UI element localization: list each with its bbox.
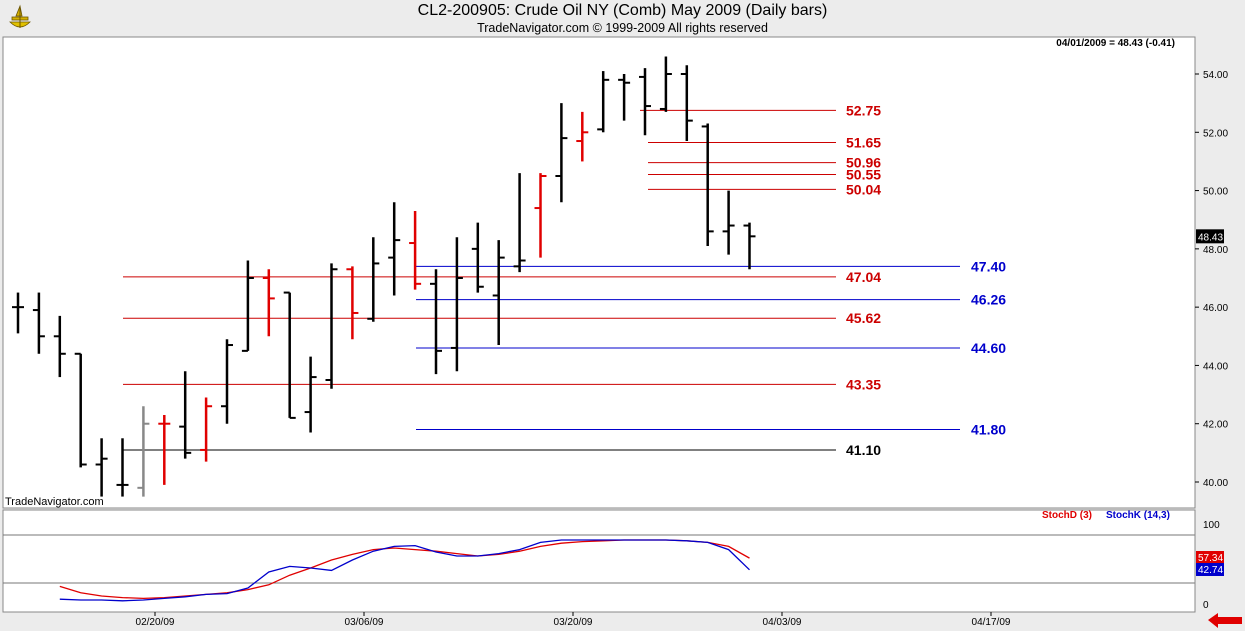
time-axis[interactable]: 02/20/09 03/06/09 03/20/09 04/03/09 04/17/09: [136, 612, 1011, 628]
level-label: 41.80: [971, 422, 1006, 438]
level-label: 51.65: [846, 134, 881, 150]
price-tick-label: 46.00: [1203, 303, 1228, 314]
level-label: 43.35: [846, 376, 881, 392]
legend-stochD: StochD (3): [1042, 510, 1092, 521]
level-label: 50.96: [846, 155, 881, 171]
time-tick-label: 04/17/09: [972, 617, 1011, 628]
stoch-last-label: 42.74: [1198, 565, 1223, 576]
price-tick-label: 54.00: [1203, 70, 1228, 81]
stoch-tick-label: 0: [1203, 600, 1209, 611]
level-label: 41.10: [846, 442, 881, 458]
price-axis[interactable]: 54.00 52.00 50.00 48.00 46.00 44.00 42.00 40.00…: [1194, 37, 1228, 508]
price-tick-label: 42.00: [1203, 420, 1228, 431]
stoch-series-line: [59, 539, 750, 602]
time-tick-label: 02/20/09: [136, 617, 175, 628]
time-tick-label: 04/03/09: [763, 617, 802, 628]
chart-subtitle: TradeNavigator.com © 1999-2009 All right…: [477, 21, 768, 35]
price-bars: [12, 56, 756, 497]
level-label: 47.04: [846, 269, 881, 285]
level-label: 45.62: [846, 310, 881, 326]
price-tick-label: 50.00: [1203, 187, 1228, 198]
last-price-label: 48.43: [1198, 232, 1223, 243]
level-label: 46.26: [971, 292, 1006, 308]
level-label: 44.60: [971, 340, 1006, 356]
time-tick-label: 03/20/09: [554, 617, 593, 628]
price-tick-label: 44.00: [1203, 361, 1228, 372]
price-tick-label: 52.00: [1203, 128, 1228, 139]
stoch-last-box: [1196, 563, 1224, 576]
stoch-last-label: 57.34: [1198, 553, 1223, 564]
stoch-tick-label: 100: [1203, 520, 1220, 531]
level-label: 47.40: [971, 258, 1006, 274]
stochastic-axis[interactable]: 100 0: [1194, 510, 1220, 612]
chart-title: CL2-200905: Crude Oil NY (Comb) May 2009…: [417, 2, 828, 19]
last-price-box: [1196, 229, 1224, 244]
watermark: TradeNavigator.com: [5, 496, 104, 508]
legend-stochK: StochK (14,3): [1106, 510, 1170, 521]
stochastic-reference-lines: [3, 534, 1195, 584]
stoch-last-box: [1196, 551, 1224, 564]
logo-icon: [9, 4, 31, 28]
level-label: 50.04: [846, 181, 881, 197]
price-panel[interactable]: [2, 36, 1196, 509]
price-tick-label: 48.00: [1203, 245, 1228, 256]
time-tick-label: 03/06/09: [345, 617, 384, 628]
quote-line: 04/01/2009 = 48.43 (-0.41): [1056, 38, 1175, 49]
level-label: 52.75: [846, 102, 881, 118]
scroll-arrow-icon[interactable]: [1208, 613, 1242, 628]
price-tick-label: 40.00: [1203, 478, 1228, 489]
level-label: 50.55: [846, 167, 881, 183]
